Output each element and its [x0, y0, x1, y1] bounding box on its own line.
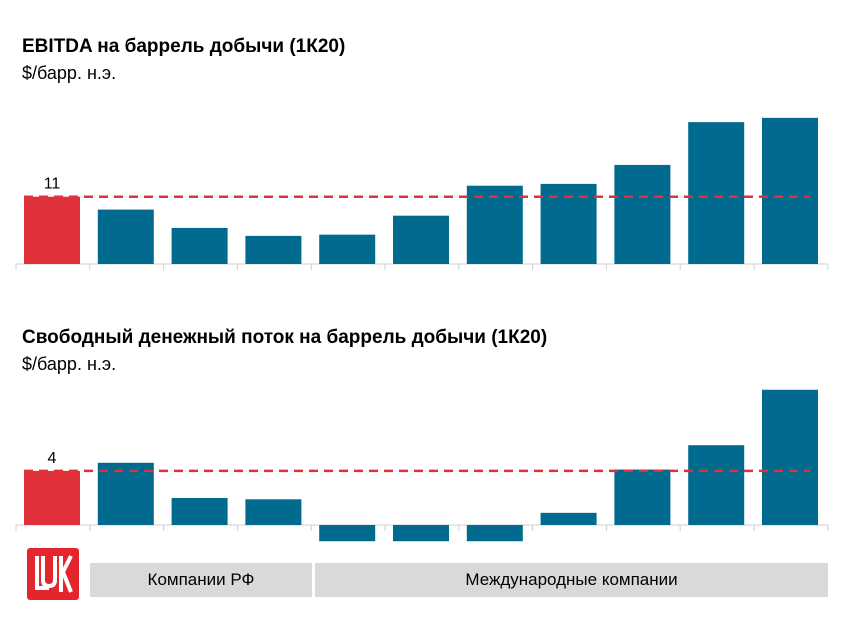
fcf-bar	[319, 525, 376, 542]
fcf-bar	[97, 462, 154, 525]
fcf-bar	[171, 497, 228, 525]
ebitda-bar	[171, 227, 228, 264]
fcf-bar	[466, 525, 523, 542]
ebitda-reference-label: 11	[44, 176, 61, 193]
ebitda-chart-title: EBITDA на баррель добычи (1К20)	[22, 36, 346, 57]
ebitda-bar	[319, 234, 376, 264]
ebitda-bar	[97, 209, 154, 264]
fcf-unit-label: $/барр. н.э.	[22, 354, 117, 374]
lukoil-logo	[27, 548, 79, 600]
group-russian-companies: Компании РФ	[90, 563, 312, 597]
fcf-bar	[540, 512, 597, 525]
fcf-bar	[614, 469, 671, 525]
group-international-companies: Международные компании	[315, 563, 828, 597]
ebitda-bar	[245, 235, 302, 264]
fcf-bar	[24, 470, 80, 525]
fcf-chart: 4	[15, 389, 829, 542]
ebitda-bar	[762, 117, 818, 264]
ebitda-unit-label: $/барр. н.э.	[22, 63, 117, 83]
ebitda-bar	[614, 164, 671, 264]
ebitda-bar	[24, 196, 80, 264]
fcf-bar	[245, 499, 302, 525]
fcf-bar	[688, 445, 745, 525]
fcf-bar	[393, 525, 449, 542]
ebitda-chart: 11	[15, 117, 829, 270]
fcf-reference-label: 4	[48, 450, 57, 467]
ebitda-bar	[393, 215, 449, 264]
ebitda-bar	[466, 185, 523, 264]
ebitda-bar	[688, 122, 745, 264]
fcf-chart-title: Свободный денежный поток на баррель добы…	[22, 327, 548, 348]
fcf-bar	[762, 389, 818, 525]
